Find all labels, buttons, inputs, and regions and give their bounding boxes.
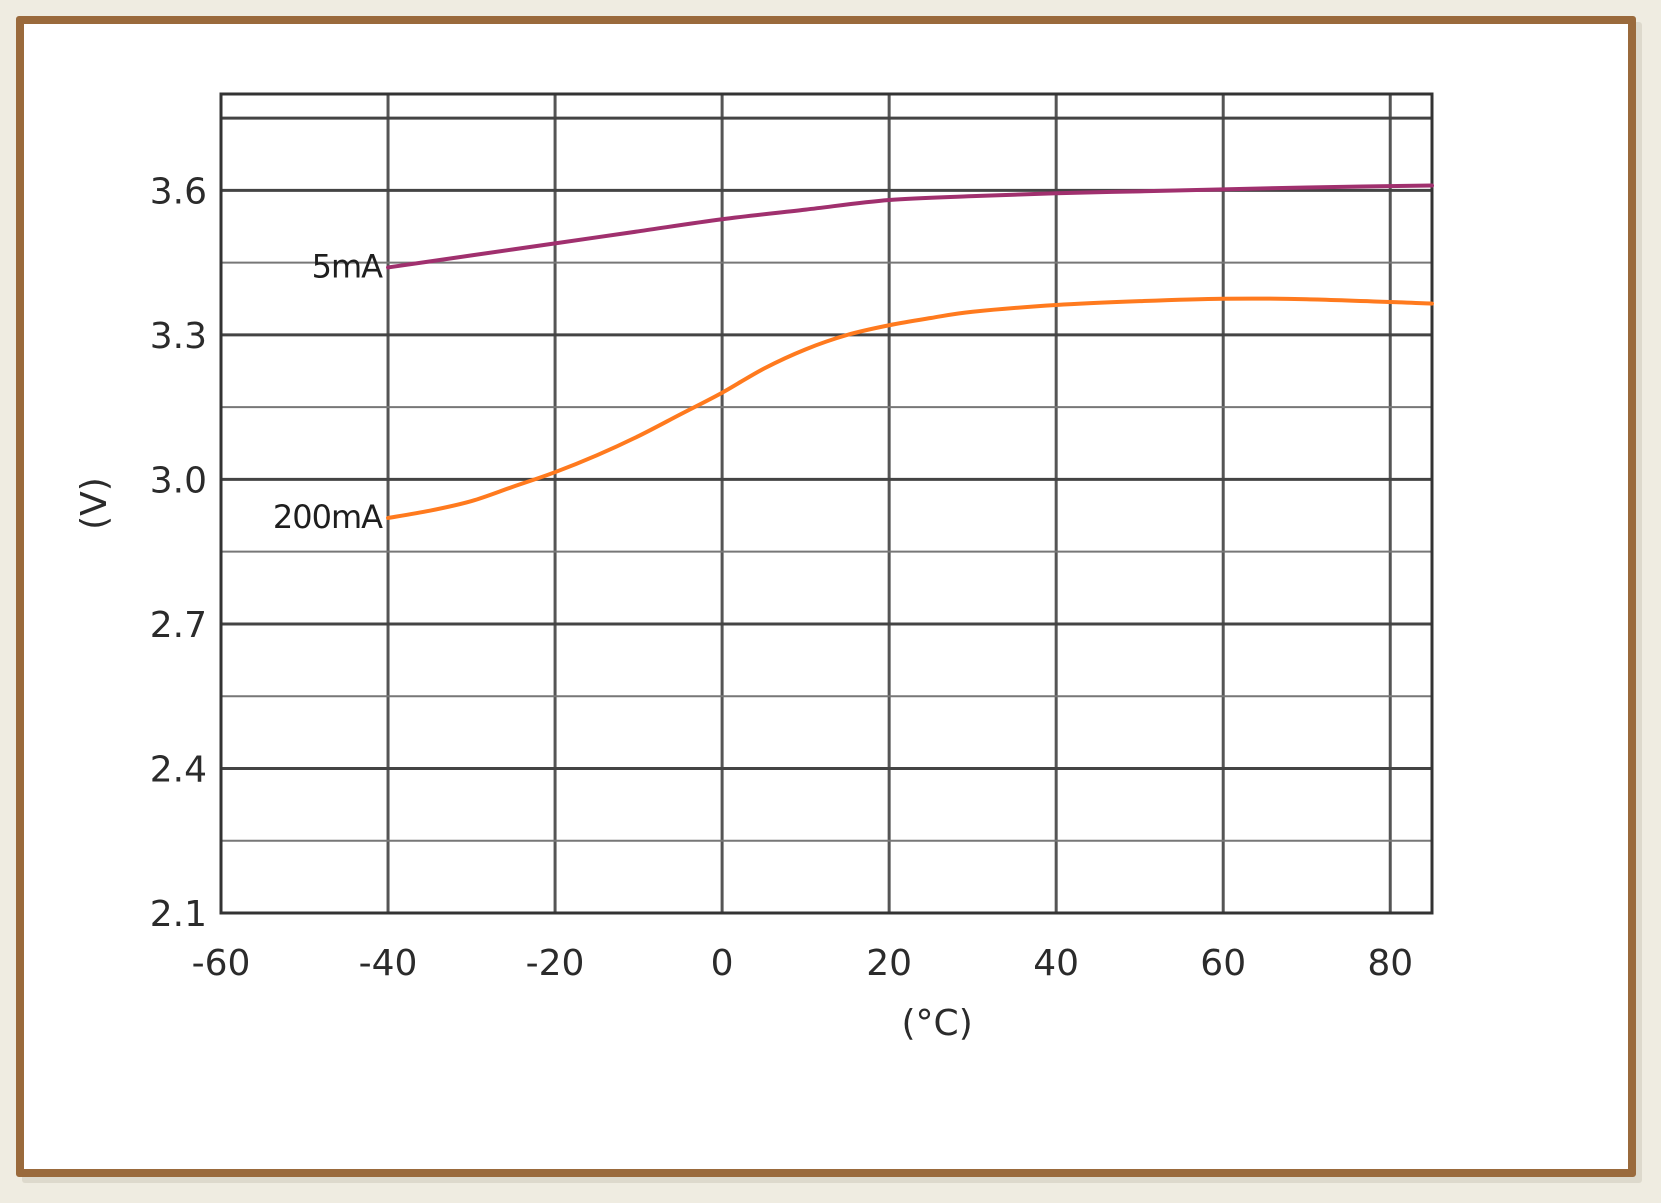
x-tick-label: 0 xyxy=(711,943,734,984)
y-tick-label: 3.3 xyxy=(150,316,207,357)
grid-lines xyxy=(221,94,1432,913)
y-tick-label: 2.7 xyxy=(150,605,207,646)
chart-frame: 5mA 200mA -60 -40 -20 0 20 40 60 80 2.1 2.4 2.7 3.0… xyxy=(16,16,1636,1177)
x-tick-label: -40 xyxy=(359,943,418,984)
series-label-200mA: 200mA xyxy=(273,498,383,536)
y-tick-label: 3.6 xyxy=(150,171,207,212)
series-label-5mA: 5mA xyxy=(312,247,384,285)
x-tick-label: 80 xyxy=(1367,943,1413,984)
x-tick-label: -20 xyxy=(526,943,585,984)
y-tick-label: 3.0 xyxy=(150,460,207,501)
y-tick-labels: 2.1 2.4 2.7 3.0 3.3 3.6 xyxy=(150,171,207,935)
series-line-5mA xyxy=(386,183,1434,270)
series-layer: 5mA 200mA xyxy=(273,183,1434,536)
plot-border xyxy=(219,92,1434,915)
y-axis-label: (V) xyxy=(74,477,115,530)
y-tick-label: 2.1 xyxy=(150,894,207,935)
x-tick-label: 40 xyxy=(1033,943,1079,984)
y-tick-label: 2.4 xyxy=(150,749,207,790)
x-axis-label: (°C) xyxy=(902,1003,973,1044)
x-tick-label: 60 xyxy=(1200,943,1246,984)
series-line-200mA xyxy=(386,296,1434,520)
x-tick-label: 20 xyxy=(866,943,912,984)
x-tick-label: -60 xyxy=(192,943,251,984)
x-tick-labels: -60 -40 -20 0 20 40 60 80 xyxy=(192,943,1414,984)
line-chart: 5mA 200mA -60 -40 -20 0 20 40 60 80 2.1 2.4 2.7 3.0… xyxy=(74,92,1434,1044)
